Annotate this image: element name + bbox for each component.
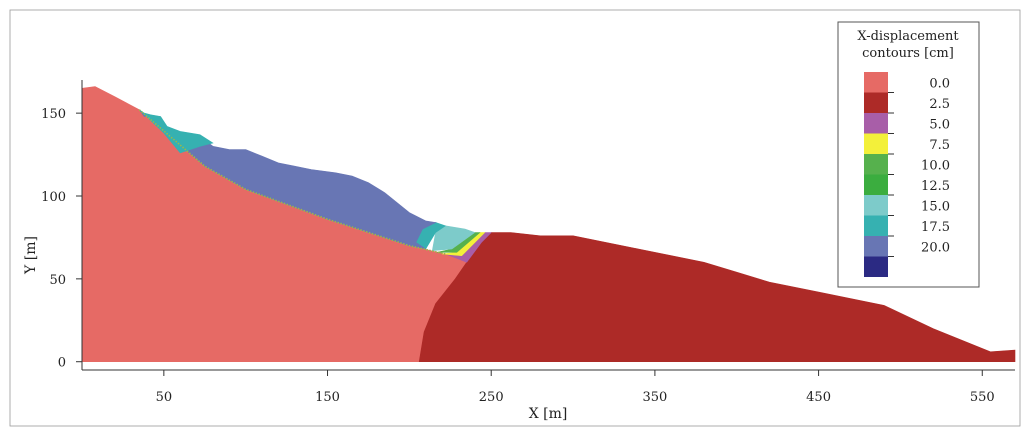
legend-swatch-9 bbox=[864, 256, 888, 277]
x-tick-label-550: 550 bbox=[970, 390, 995, 405]
legend-level-7: 17.5 bbox=[921, 220, 950, 235]
y-tick-label-100: 100 bbox=[41, 190, 66, 205]
legend-level-4: 10.0 bbox=[921, 159, 950, 174]
region-toe-zone bbox=[418, 232, 1016, 363]
legend-swatch-0 bbox=[864, 72, 888, 93]
y-tick-label-0: 0 bbox=[58, 356, 66, 371]
legend-level-2: 5.0 bbox=[929, 118, 950, 133]
legend-swatch-7 bbox=[864, 215, 888, 236]
legend-level-0: 0.0 bbox=[929, 77, 950, 92]
legend-title-line-1: X-displacement bbox=[857, 29, 959, 44]
legend-level-3: 7.5 bbox=[929, 138, 950, 153]
plot-frame bbox=[9, 9, 1021, 427]
legend-swatch-1 bbox=[864, 92, 888, 113]
legend-swatch-5 bbox=[864, 174, 888, 195]
tick-marks: 50 150 250 350 450 550 0 50 100 150 bbox=[41, 107, 995, 405]
x-tick-label-50: 50 bbox=[156, 390, 173, 405]
axes bbox=[81, 80, 1015, 371]
legend-swatch-4 bbox=[864, 154, 888, 175]
legend-title-line-2: contours [cm] bbox=[862, 46, 954, 61]
legend-swatch-6 bbox=[864, 195, 888, 216]
legend-swatches: 0.0 2.5 5.0 7.5 10.0 12.5 15.0 17.5 20.0 bbox=[864, 72, 950, 277]
region-band-10 bbox=[437, 232, 481, 253]
legend-level-8: 20.0 bbox=[921, 241, 950, 256]
y-tick-label-50: 50 bbox=[49, 273, 66, 288]
x-tick-label-350: 350 bbox=[642, 390, 667, 405]
region-crest-band bbox=[139, 109, 214, 154]
x-axis-title: X [m] bbox=[529, 406, 568, 422]
legend-level-5: 12.5 bbox=[921, 179, 950, 194]
slip-surface-line bbox=[138, 109, 446, 255]
legend-swatch-2 bbox=[864, 113, 888, 134]
legend-level-6: 15.0 bbox=[921, 200, 950, 215]
legend-swatch-3 bbox=[864, 133, 888, 154]
legend: X-displacement contours [cm] 0.0 2.5 5.0 7.… bbox=[837, 21, 980, 288]
y-tick-label-150: 150 bbox=[41, 107, 66, 122]
legend-level-1: 2.5 bbox=[929, 97, 950, 112]
y-axis-title: Y [m] bbox=[23, 236, 39, 275]
legend-frame bbox=[837, 21, 980, 288]
x-tick-label-250: 250 bbox=[479, 390, 504, 405]
x-tick-label-150: 150 bbox=[315, 390, 340, 405]
contour-regions bbox=[81, 86, 1016, 363]
x-tick-label-450: 450 bbox=[806, 390, 831, 405]
legend-swatch-8 bbox=[864, 236, 888, 257]
